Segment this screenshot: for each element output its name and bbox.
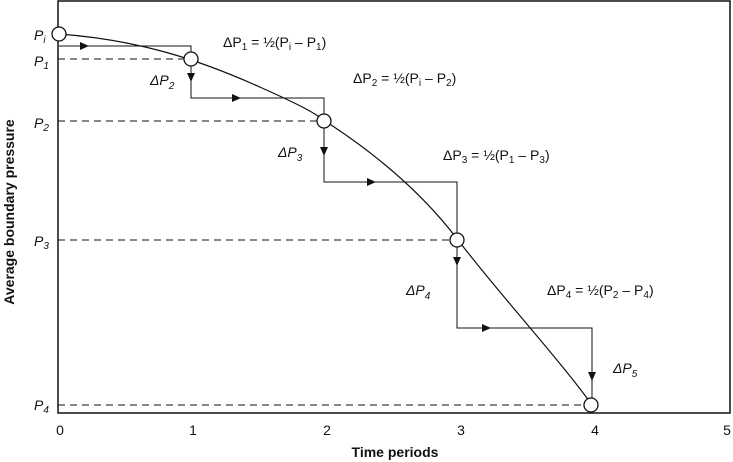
point-p2 bbox=[316, 113, 332, 129]
equation-delta-p4: ΔP4 = ½(P2 – P4) bbox=[547, 282, 654, 301]
plot-frame bbox=[57, 0, 731, 414]
arrow-down-2 bbox=[320, 147, 328, 156]
label-delta-p2: ΔP2 bbox=[149, 72, 175, 92]
arrow-right-1 bbox=[80, 42, 89, 50]
arrow-right-3 bbox=[367, 178, 376, 186]
equation-delta-p1: ΔP1 = ½(Pi – P1) bbox=[223, 34, 326, 53]
x-tick-1: 1 bbox=[189, 422, 197, 438]
x-tick-0: 0 bbox=[56, 422, 64, 438]
point-p4 bbox=[583, 397, 599, 413]
label-p-i: Pi bbox=[34, 27, 46, 46]
arrow-down-1 bbox=[187, 73, 195, 82]
label-delta-p3: ΔP3 bbox=[277, 144, 303, 164]
x-tick-4: 4 bbox=[591, 422, 599, 438]
y-axis-title: Average boundary pressure bbox=[1, 119, 17, 305]
label-p1: P1 bbox=[34, 53, 49, 72]
equation-delta-p3: ΔP3 = ½(P1 – P3) bbox=[443, 147, 550, 166]
label-p3: P3 bbox=[34, 233, 49, 252]
arrow-down-3 bbox=[453, 257, 461, 266]
pressure-curve bbox=[58, 33, 593, 406]
x-tick-5: 5 bbox=[723, 422, 731, 438]
point-p3 bbox=[449, 232, 465, 248]
equation-delta-p2: ΔP2 = ½(Pi – P2) bbox=[353, 70, 456, 89]
label-p2: P2 bbox=[34, 115, 49, 134]
x-tick-3: 3 bbox=[457, 422, 465, 438]
arrow-right-2 bbox=[232, 94, 241, 102]
arrow-right-4 bbox=[482, 324, 491, 332]
label-delta-p4: ΔP4 bbox=[405, 282, 431, 302]
point-p1 bbox=[183, 51, 199, 67]
arrow-down-4 bbox=[588, 372, 596, 381]
step-path bbox=[59, 45, 593, 405]
x-axis-title: Time periods bbox=[352, 444, 439, 460]
label-p4: P4 bbox=[34, 397, 49, 416]
x-tick-2: 2 bbox=[323, 422, 331, 438]
point-p-i bbox=[51, 26, 67, 42]
label-delta-p5: ΔP5 bbox=[612, 360, 638, 380]
